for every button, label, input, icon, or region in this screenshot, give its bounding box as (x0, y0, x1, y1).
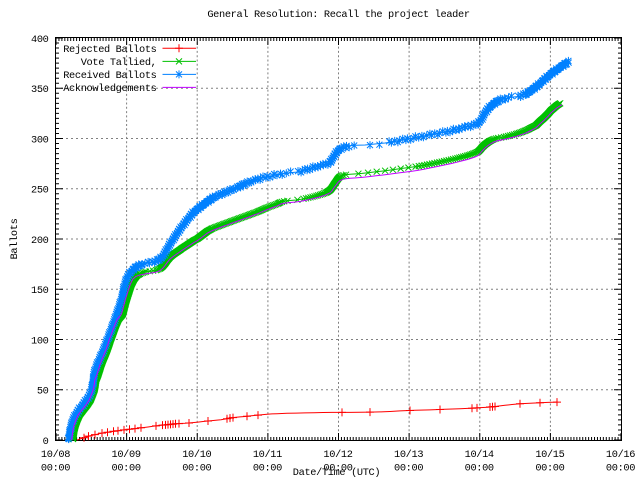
svg-text:10/10: 10/10 (182, 449, 211, 461)
svg-text:00:00: 00:00 (606, 463, 635, 475)
svg-text:00:00: 00:00 (465, 463, 494, 475)
svg-text:350: 350 (31, 84, 49, 96)
svg-text:10/08: 10/08 (41, 449, 70, 461)
svg-text:Acknowledgements: Acknowledgements (63, 83, 156, 95)
svg-text:00:00: 00:00 (112, 463, 141, 475)
svg-text:0: 0 (43, 436, 49, 448)
svg-text:00:00: 00:00 (394, 463, 423, 475)
svg-text:10/11: 10/11 (253, 449, 282, 461)
svg-text:400: 400 (31, 34, 49, 46)
svg-text:General Resolution: Recall the: General Resolution: Recall the project l… (207, 9, 469, 21)
svg-text:00:00: 00:00 (535, 463, 564, 475)
svg-text:Received Ballots: Received Ballots (63, 70, 156, 82)
svg-text:00:00: 00:00 (41, 463, 70, 475)
svg-text:00:00: 00:00 (253, 463, 282, 475)
svg-text:150: 150 (31, 285, 49, 297)
svg-text:50: 50 (37, 386, 49, 398)
svg-text:Date/Time (UTC): Date/Time (UTC) (293, 467, 380, 479)
svg-text:10/15: 10/15 (535, 449, 564, 461)
svg-text:10/13: 10/13 (394, 449, 423, 461)
svg-text:00:00: 00:00 (323, 463, 352, 475)
svg-text:Rejected Ballots: Rejected Ballots (63, 44, 156, 56)
svg-text:00:00: 00:00 (182, 463, 211, 475)
svg-text:Ballots: Ballots (9, 218, 21, 259)
svg-text:10/14: 10/14 (465, 449, 494, 461)
svg-text:100: 100 (31, 335, 49, 347)
svg-text:10/09: 10/09 (112, 449, 141, 461)
svg-text:10/16: 10/16 (606, 449, 635, 461)
svg-text:10/12: 10/12 (323, 449, 352, 461)
svg-text:300: 300 (31, 134, 49, 146)
svg-text:Vote Tallied,: Vote Tallied, (81, 57, 157, 69)
svg-text:250: 250 (31, 185, 49, 197)
svg-text:200: 200 (31, 235, 49, 247)
